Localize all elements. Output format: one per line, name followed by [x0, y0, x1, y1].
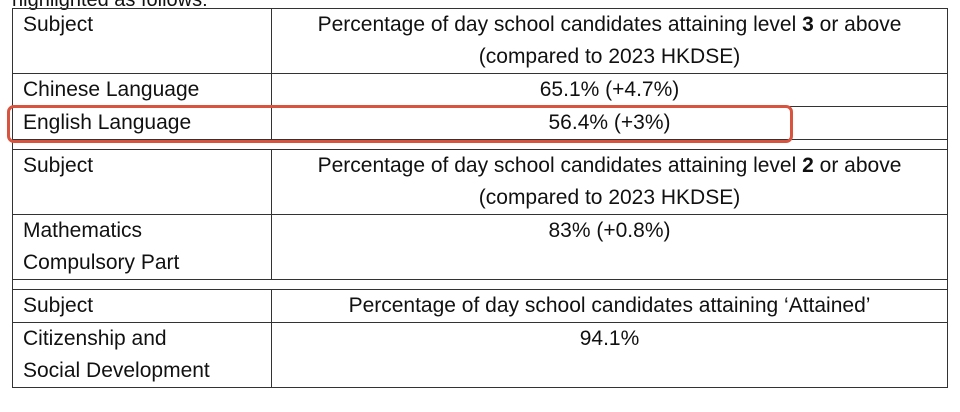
subject-cell: Mathematics Compulsory Part	[12, 214, 272, 280]
percentage-cell: 94.1%	[271, 322, 948, 388]
table-spacer-row	[12, 279, 948, 290]
level-number: 3	[802, 13, 814, 36]
percentage-header: Percentage of day school candidates atta…	[271, 289, 948, 323]
percentage-header: Percentage of day school candidates atta…	[271, 149, 948, 215]
table-row: Citizenship and Social Development 94.1%	[12, 322, 948, 388]
subject-cell: Chinese Language	[12, 73, 272, 107]
subject-header: Subject	[12, 289, 272, 323]
results-table: Subject Percentage of day school candida…	[12, 8, 948, 388]
percentage-cell: 65.1% (+4.7%)	[271, 73, 948, 107]
subject-cell: English Language	[12, 106, 272, 140]
table-header-row: Subject Percentage of day school candida…	[12, 8, 948, 74]
intro-text: highlighted as follows:	[12, 0, 208, 11]
percentage-header: Percentage of day school candidates atta…	[271, 8, 948, 74]
subject-header: Subject	[12, 149, 272, 215]
table-row-highlighted: English Language 56.4% (+3%)	[12, 106, 948, 140]
level-number: 2	[802, 154, 814, 177]
table-spacer-row	[12, 139, 948, 150]
subject-cell: Citizenship and Social Development	[12, 322, 272, 388]
table-row: Chinese Language 65.1% (+4.7%)	[12, 73, 948, 107]
percentage-cell: 83% (+0.8%)	[271, 214, 948, 280]
table-header-row: Subject Percentage of day school candida…	[12, 289, 948, 323]
percentage-cell: 56.4% (+3%)	[271, 106, 948, 140]
table-row: Mathematics Compulsory Part 83% (+0.8%)	[12, 214, 948, 280]
table-header-row: Subject Percentage of day school candida…	[12, 149, 948, 215]
subject-header: Subject	[12, 8, 272, 74]
